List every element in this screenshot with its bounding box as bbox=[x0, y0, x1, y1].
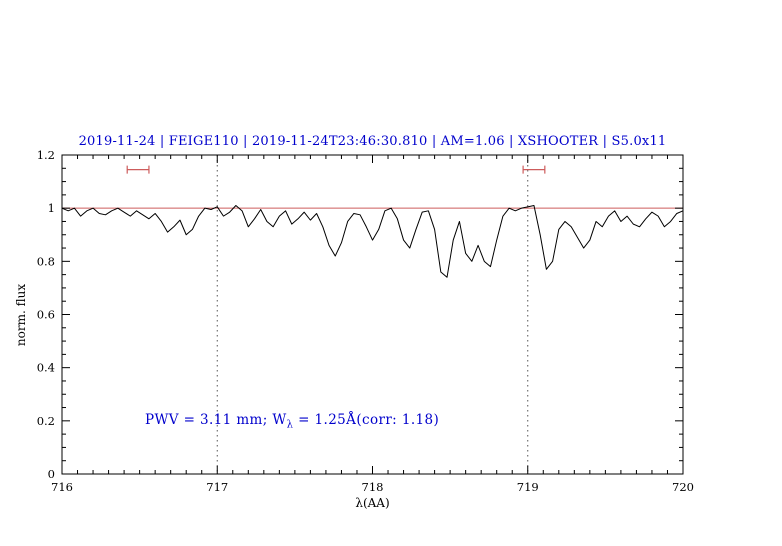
annotation-prefix: PWV = 3.11 mm; W bbox=[145, 412, 287, 428]
y-tick-label: 1 bbox=[48, 201, 55, 215]
y-tick-label: 0.8 bbox=[37, 254, 55, 268]
y-tick-label: 0.6 bbox=[37, 308, 55, 322]
x-tick-label: 720 bbox=[672, 480, 694, 494]
y-tick-label: 0.4 bbox=[37, 361, 55, 375]
plot-title: 2019-11-24 | FEIGE110 | 2019-11-24T23:46… bbox=[78, 134, 667, 149]
annotation-text: PWV = 3.11 mm; Wλ = 1.25Å(corr: 1.18) bbox=[145, 412, 439, 431]
spectrum-line bbox=[61, 205, 684, 278]
annotation-subscript: λ bbox=[286, 419, 294, 431]
x-tick-label: 718 bbox=[362, 480, 384, 494]
y-tick-label: 0.2 bbox=[37, 414, 55, 428]
x-axis-label: λ(AA) bbox=[355, 496, 390, 510]
x-tick-label: 719 bbox=[517, 480, 539, 494]
x-tick-label: 716 bbox=[51, 480, 73, 494]
y-tick-label: 1.2 bbox=[37, 148, 55, 162]
x-tick-label: 717 bbox=[206, 480, 228, 494]
y-axis-label: norm. flux bbox=[14, 283, 28, 347]
annotation-suffix: = 1.25Å(corr: 1.18) bbox=[293, 412, 440, 428]
y-tick-label: 0 bbox=[48, 467, 55, 481]
